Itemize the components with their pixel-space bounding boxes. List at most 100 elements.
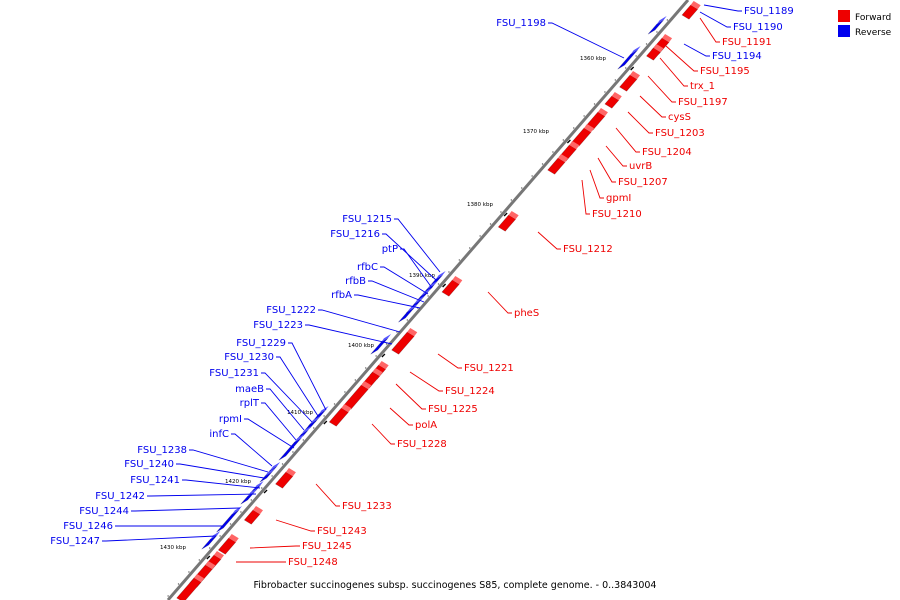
gene-arrow-face <box>228 534 239 543</box>
gene-arrow-face <box>210 531 221 540</box>
label-leader-line <box>659 57 688 87</box>
minor-tick <box>666 19 669 21</box>
genome-axis <box>166 0 690 600</box>
label-leader-line <box>354 294 421 309</box>
minor-tick <box>333 403 336 405</box>
label-leader-line <box>382 233 437 281</box>
gene-arrow-face <box>247 488 258 497</box>
label-leader-line <box>275 519 315 532</box>
minor-tick <box>521 187 523 189</box>
label-leader-line <box>639 95 666 118</box>
gene-label-pola: polA <box>415 420 437 431</box>
gene-label-fsu-1233: FSU_1233 <box>342 501 392 512</box>
gene-arrow-face <box>407 304 418 313</box>
forward-gene-arrow <box>275 471 294 489</box>
legend: Forward Reverse <box>838 10 892 38</box>
gene-label-trx-1: trx_1 <box>690 81 715 92</box>
minor-tick <box>292 451 294 453</box>
label-leader-line <box>244 418 295 449</box>
map-caption: Fibrobacter succinogenes subsp. succinog… <box>254 580 657 591</box>
gene-label-fsu-1238: FSU_1238 <box>137 445 187 456</box>
label-leader-line <box>589 169 604 199</box>
gene-arrow-face <box>435 271 446 280</box>
minor-tick <box>573 127 575 129</box>
minor-tick <box>645 43 648 45</box>
gene-label-fsu-1207: FSU_1207 <box>618 177 668 188</box>
minor-tick <box>344 391 346 393</box>
gene-arrows <box>176 1 701 600</box>
label-leader-line <box>409 371 443 392</box>
minor-tick <box>302 439 305 441</box>
gene-arrow-face <box>318 406 329 415</box>
minor-tick <box>604 91 606 93</box>
axis-tick-label: 1390 kbp <box>409 273 435 279</box>
gene-arrow-face <box>301 426 312 435</box>
minor-tick <box>656 31 658 33</box>
gene-label-fsu-1242: FSU_1242 <box>95 491 145 502</box>
minor-tick <box>479 235 481 237</box>
gene-arrow-face <box>630 46 641 55</box>
gene-label-fsu-1203: FSU_1203 <box>655 128 705 139</box>
axis-tick-label: 1370 kbp <box>523 129 549 135</box>
gene-label-uvrb: uvrB <box>629 161 652 172</box>
gene-arrow-face <box>558 154 569 163</box>
axis-tick-label: 1360 kbp <box>580 56 606 62</box>
label-leader-line <box>581 179 590 215</box>
gene-label-fsu-1216: FSU_1216 <box>330 229 380 240</box>
minor-tick <box>583 115 585 117</box>
label-leader-line <box>249 545 300 549</box>
label-leader-line <box>437 353 462 369</box>
gene-label-phes: pheS <box>514 308 539 319</box>
label-leader-line <box>380 266 429 295</box>
axis-ticks: 1360 kbp 1370 kbp 1380 kbp 1390 kbp 1400 kbp… <box>160 19 669 597</box>
minor-tick <box>271 475 273 477</box>
minor-tick <box>167 595 169 597</box>
gene-label-fsu-1225: FSU_1225 <box>428 404 478 415</box>
legend-label-forward: Forward <box>855 13 891 23</box>
gene-label-fsu-1243: FSU_1243 <box>317 526 367 537</box>
label-leader-line <box>389 407 413 426</box>
gene-label-fsu-1246: FSU_1246 <box>63 521 113 532</box>
gene-label-fsu-1224: FSU_1224 <box>445 386 495 397</box>
gene-arrow-face <box>629 71 640 80</box>
gene-arrow-face <box>426 281 437 290</box>
label-leader-line <box>266 388 305 431</box>
gene-labels: FSU_1189 FSU_1190 FSU_1194 FSU_1198 FSU_1215… <box>50 6 793 568</box>
label-leader-line <box>487 291 512 314</box>
gene-arrow-face <box>252 506 263 515</box>
gene-label-fsu-1195: FSU_1195 <box>700 66 750 77</box>
gene-arrow-face <box>231 506 242 515</box>
axis-tick-label: 1380 kbp <box>467 202 493 208</box>
gene-label-fsu-1194: FSU_1194 <box>712 51 762 62</box>
label-leader-line <box>276 356 319 417</box>
reverse-gene-arrow <box>240 491 255 505</box>
minor-tick <box>198 559 201 561</box>
gene-label-fsu-1245: FSU_1245 <box>302 541 352 552</box>
forward-gene-arrow <box>441 279 460 297</box>
gene-label-fsu-1189: FSU_1189 <box>744 6 794 17</box>
minor-tick <box>427 295 429 297</box>
label-leader-line <box>261 402 297 441</box>
minor-tick <box>458 259 461 261</box>
label-leader-line <box>394 218 441 273</box>
forward-gene-arrow <box>391 331 415 355</box>
gene-label-fsu-1191: FSU_1191 <box>722 37 772 48</box>
gene-arrow-face <box>372 368 383 377</box>
minor-tick <box>614 79 617 81</box>
minor-tick <box>219 535 221 537</box>
minor-tick <box>448 271 450 273</box>
minor-tick <box>354 379 357 381</box>
reverse-gene-arrow <box>398 307 415 323</box>
label-leader-line <box>231 433 273 467</box>
label-leader-line <box>647 75 676 103</box>
minor-tick <box>229 523 232 525</box>
minor-tick <box>562 139 565 141</box>
gene-label-rfba: rfbA <box>331 290 352 301</box>
label-leader-line <box>176 463 265 479</box>
gene-label-fsu-1190: FSU_1190 <box>733 22 783 33</box>
gene-label-fsu-1241: FSU_1241 <box>130 475 180 486</box>
label-leader-line <box>699 17 720 43</box>
label-leader-line <box>261 372 313 423</box>
gene-arrow-face <box>420 288 431 297</box>
